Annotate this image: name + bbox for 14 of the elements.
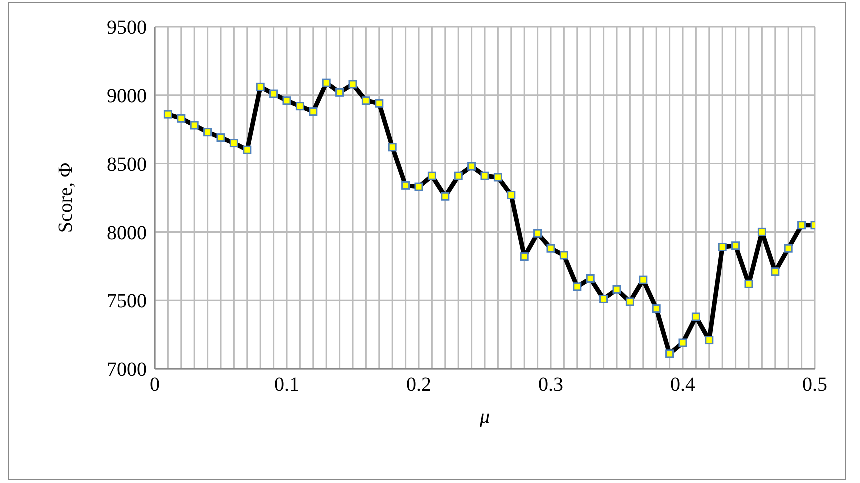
x-tick-label: 0 — [150, 374, 160, 396]
x-tick-label: 0.3 — [538, 374, 564, 396]
y-tick-label: 9000 — [107, 86, 147, 108]
x-axis-title: μ — [478, 406, 490, 428]
x-tick-label: 0.5 — [802, 374, 828, 396]
y-tick-label: 8000 — [107, 222, 147, 244]
x-tick-label: 0.4 — [670, 374, 696, 396]
x-tick-label: 0.2 — [406, 374, 432, 396]
y-tick-label: 7000 — [107, 359, 147, 382]
y-axis-title: Score, Φ — [55, 162, 78, 234]
x-tick-label: 0.1 — [274, 374, 300, 396]
y-tick-label: 7500 — [107, 290, 147, 313]
y-tick-label: 9500 — [107, 17, 147, 40]
y-tick-label: 8500 — [107, 154, 147, 176]
